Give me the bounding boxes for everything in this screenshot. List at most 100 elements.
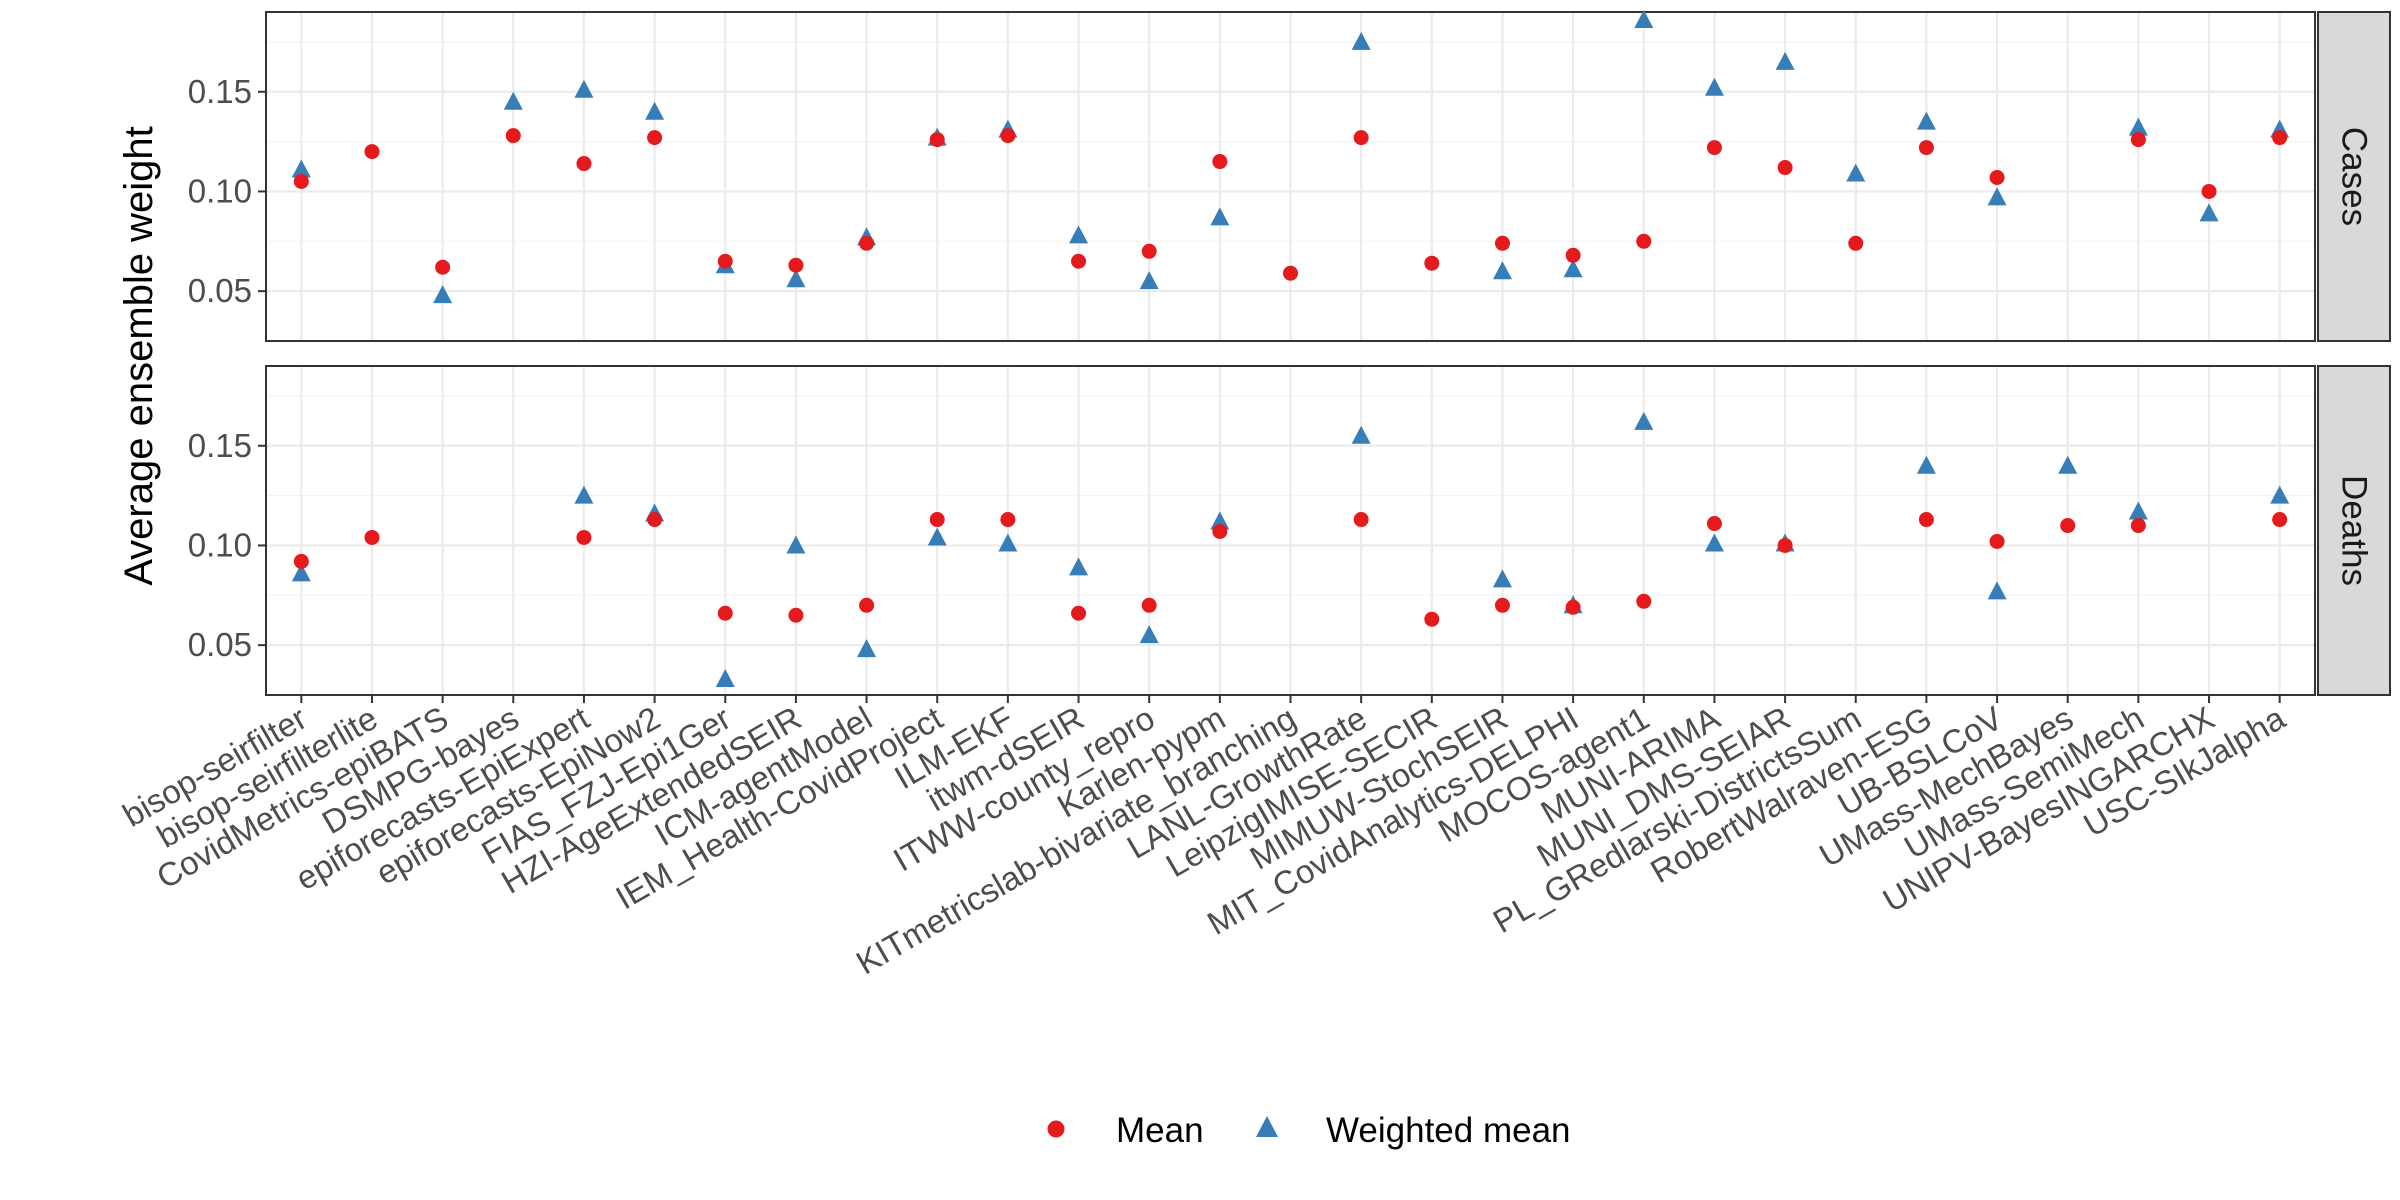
mean-point <box>505 128 521 144</box>
weighted-mean-point <box>1492 569 1512 588</box>
weighted-mean-point <box>2270 485 2290 504</box>
mean-point <box>1000 128 1016 144</box>
weighted-mean-point <box>1492 261 1512 280</box>
strip-deaths <box>2317 365 2391 696</box>
grid-layer <box>266 12 2315 695</box>
mean-point <box>364 144 380 160</box>
mean-point <box>1283 265 1298 281</box>
mean-point <box>1000 512 1016 528</box>
mean-point <box>1141 597 1157 613</box>
mean-point <box>1777 537 1793 553</box>
weighted-mean-point <box>1704 533 1724 552</box>
legend-mean-marker <box>1047 1120 1065 1138</box>
weighted-mean-point <box>645 101 665 120</box>
weighted-mean-point <box>1069 225 1089 244</box>
mean-point <box>1989 533 2005 549</box>
weighted-mean-point <box>998 533 1018 552</box>
mean-point <box>859 597 875 613</box>
weighted-mean-point <box>1563 259 1583 278</box>
weighted-mean-point <box>291 563 311 582</box>
weighted-mean-point <box>1139 625 1159 644</box>
y-tick-label: 0.10 <box>188 172 252 209</box>
mean-point <box>2201 183 2217 199</box>
weighted-mean-point <box>1210 511 1230 530</box>
weighted-mean-point <box>1916 111 1936 130</box>
legend-weighted-mean-label: Weighted mean <box>1326 1111 1571 1150</box>
mean-point <box>788 607 804 623</box>
strips-layer: Cases Deaths <box>2317 11 2391 696</box>
mean-point <box>1636 593 1652 609</box>
weighted-mean-point <box>786 535 806 554</box>
weighted-mean-point <box>1916 455 1936 474</box>
mean-point <box>2060 518 2076 534</box>
strip-label-deaths: Deaths <box>2335 475 2374 586</box>
mean-point <box>2130 518 2146 534</box>
mean-point <box>1494 597 1510 613</box>
weighted-mean-point <box>503 91 523 110</box>
mean-point <box>647 512 663 528</box>
mean-point <box>859 235 875 251</box>
points-layer <box>291 9 2290 688</box>
weighted-mean-point <box>574 79 594 98</box>
mean-point <box>1918 140 1934 156</box>
weighted-mean-point <box>574 485 594 504</box>
strip-cases <box>2317 11 2391 342</box>
mean-point <box>1989 169 2005 185</box>
legend-mean-label: Mean <box>1116 1111 1204 1150</box>
mean-point <box>1706 140 1722 156</box>
weighted-mean-point <box>857 639 877 658</box>
weighted-mean-point <box>1634 9 1654 28</box>
mean-point <box>293 173 309 189</box>
weighted-mean-point <box>1210 207 1230 226</box>
mean-point <box>1424 255 1440 271</box>
mean-point <box>1565 247 1581 263</box>
mean-point <box>1777 160 1793 176</box>
mean-point <box>717 253 733 269</box>
strip-label-cases: Cases <box>2335 127 2374 226</box>
mean-point <box>1212 154 1228 170</box>
mean-point <box>1353 512 1369 528</box>
mean-point <box>1071 253 1087 269</box>
y-tick-label: 0.15 <box>188 427 252 464</box>
mean-point <box>2130 132 2146 148</box>
weighted-mean-point <box>433 285 453 304</box>
mean-point <box>1494 235 1510 251</box>
x-tick-labels: bisop-seirfilterbisop-seirfilterliteCovi… <box>116 699 2291 982</box>
mean-point <box>2272 130 2288 146</box>
weighted-mean-point <box>291 159 311 178</box>
weighted-mean-point <box>927 527 947 546</box>
mean-point <box>576 529 592 545</box>
mean-point <box>1565 599 1581 615</box>
weighted-mean-point <box>1987 187 2007 206</box>
mean-point <box>717 605 733 621</box>
mean-point <box>929 132 945 148</box>
weighted-mean-point <box>1704 77 1724 96</box>
y-tick-label: 0.05 <box>188 272 252 309</box>
mean-point <box>435 259 451 275</box>
axes-layer: 0.05 0.10 0.15 0.05 0.10 0.15 <box>188 11 2316 703</box>
mean-point <box>1071 605 1087 621</box>
mean-point <box>293 553 309 569</box>
mean-point <box>929 512 945 528</box>
y-tick-label: 0.05 <box>188 626 252 663</box>
mean-point <box>2272 512 2288 528</box>
weighted-mean-point <box>2058 455 2078 474</box>
weighted-mean-point <box>1846 163 1866 182</box>
mean-point <box>1353 130 1369 146</box>
weighted-mean-point <box>2128 501 2148 520</box>
mean-point <box>1212 523 1228 539</box>
legend-weighted-mean-marker <box>1256 1116 1278 1137</box>
y-tick-label: 0.10 <box>188 526 252 563</box>
weighted-mean-point <box>715 669 735 688</box>
mean-point <box>647 130 663 146</box>
legend: Mean Weighted mean <box>1047 1111 1571 1150</box>
mean-point <box>1141 243 1157 259</box>
weighted-mean-point <box>1775 51 1795 70</box>
weighted-mean-point <box>2199 203 2219 222</box>
mean-point <box>364 529 380 545</box>
weighted-mean-point <box>1351 425 1371 444</box>
weighted-mean-point <box>1139 271 1159 290</box>
mean-point <box>1848 235 1864 251</box>
mean-point <box>1424 611 1440 627</box>
